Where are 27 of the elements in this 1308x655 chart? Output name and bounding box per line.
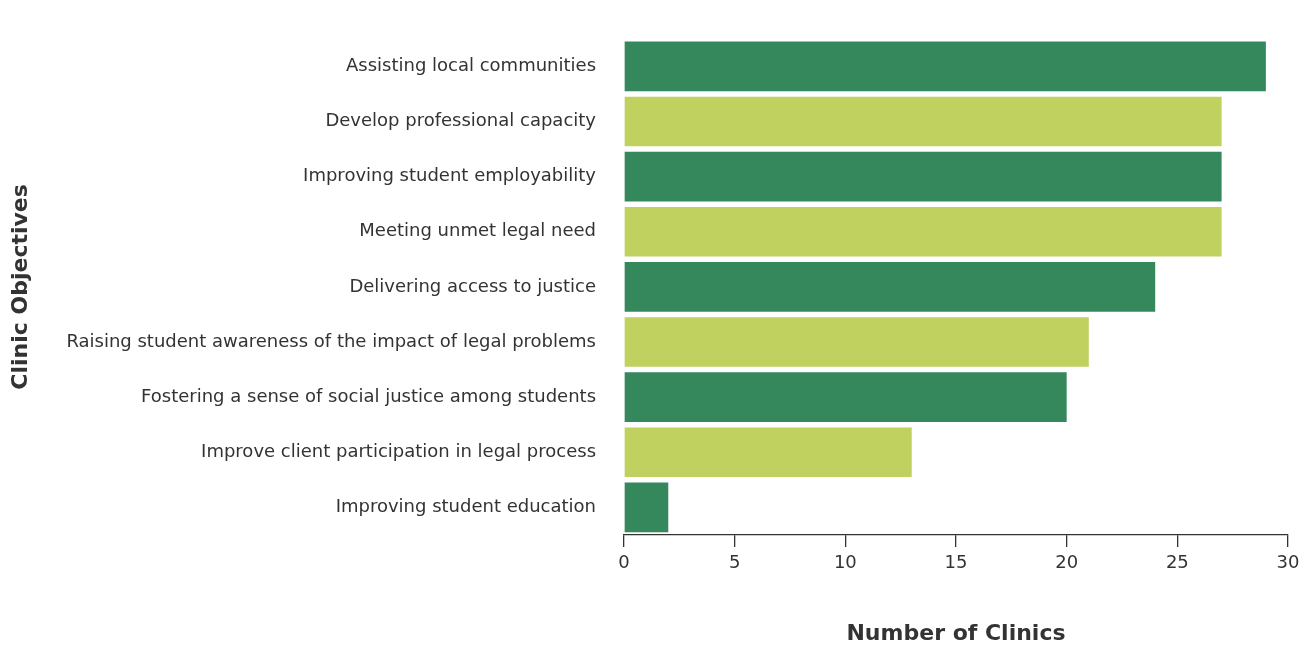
y-tick-label: Delivering access to justice: [349, 274, 597, 296]
bar: [624, 482, 669, 533]
bar: [624, 41, 1266, 92]
y-tick-label: Improve client participation in legal process: [201, 439, 597, 461]
bar: [624, 151, 1222, 202]
y-tick-label: Develop professional capacity: [325, 109, 597, 131]
bar: [624, 427, 912, 478]
x-tick-label: 10: [833, 551, 857, 573]
y-axis-title: Clinic Objectives: [6, 184, 32, 390]
y-tick-label: Raising student awareness of the impact of legal problems: [66, 329, 597, 351]
x-tick-label: 25: [1165, 551, 1189, 573]
y-tick-label: Meeting unmet legal need: [359, 219, 597, 241]
y-tick-label: Improving student education: [335, 495, 597, 517]
y-tick-label: Assisting local communities: [345, 54, 597, 76]
bar: [624, 262, 1156, 312]
y-tick-label: Improving student employability: [303, 164, 597, 186]
x-tick-label: 30: [1276, 551, 1300, 573]
x-axis-title: Number of Clinics: [846, 619, 1066, 645]
x-tick-label: 0: [618, 551, 630, 573]
x-tick-label: 15: [944, 551, 968, 573]
bar: [624, 96, 1222, 147]
bar: [624, 206, 1222, 257]
x-tick-label: 20: [1055, 551, 1079, 573]
bar: [624, 372, 1067, 422]
bar: [624, 317, 1089, 367]
y-tick-label: Fostering a sense of social justice among students: [141, 384, 597, 406]
x-tick-label: 5: [728, 551, 741, 573]
